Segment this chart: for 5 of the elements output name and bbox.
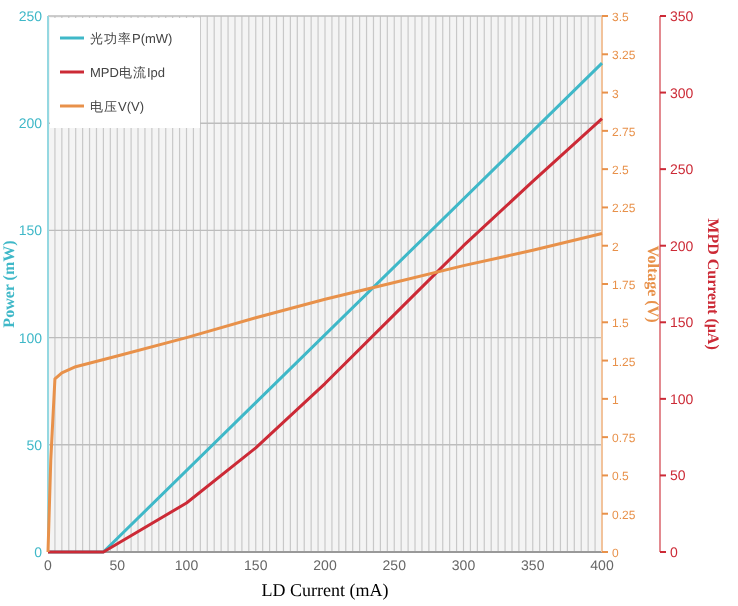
- y3-axis-title: MPD Current (μA): [704, 218, 722, 351]
- x-axis-title: LD Current (mA): [261, 580, 389, 600]
- y2-axis-title: Voltage (V): [644, 245, 662, 324]
- line-series: [46, 231, 604, 554]
- y-axis-title: Power (mW): [0, 239, 18, 328]
